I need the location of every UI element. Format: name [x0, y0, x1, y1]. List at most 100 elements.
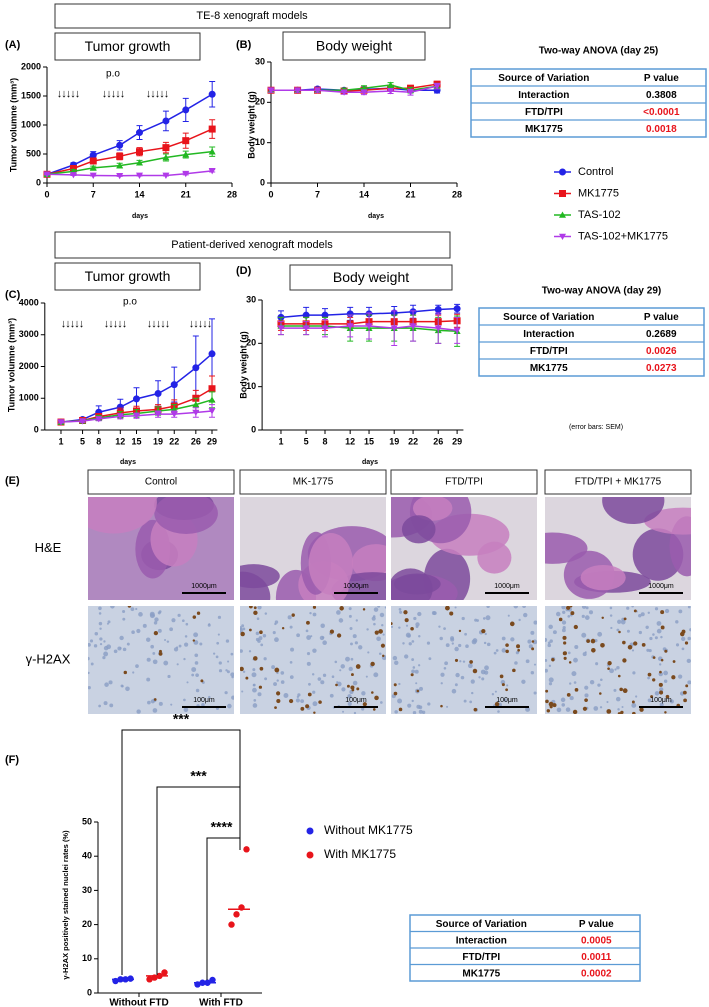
stained-nucleus	[658, 682, 663, 687]
data-point	[136, 159, 143, 166]
tissue	[412, 497, 453, 521]
nucleus	[631, 649, 635, 652]
nucleus	[352, 634, 357, 639]
nucleus	[136, 628, 141, 634]
y-tick-label: 1500	[21, 90, 41, 100]
stained-nucleus	[562, 635, 567, 640]
nucleus	[255, 637, 260, 642]
nucleus	[348, 607, 352, 611]
y-axis-label: Tumor volumne (mm³)	[8, 78, 18, 172]
nucleus	[616, 665, 620, 670]
stained-nucleus	[545, 699, 549, 704]
legend-label: With MK1775	[324, 847, 396, 861]
nucleus	[384, 606, 386, 609]
stained-nucleus	[568, 661, 572, 664]
data-point	[95, 416, 103, 423]
nucleus	[104, 682, 109, 687]
nucleus	[427, 702, 431, 706]
stained-nucleus	[563, 641, 567, 645]
y-tick-label: 0	[34, 424, 39, 434]
stained-nucleus	[458, 629, 462, 633]
stained-nucleus	[276, 691, 281, 696]
nucleus	[88, 642, 91, 647]
nucleus	[638, 630, 642, 635]
stained-nucleus	[336, 633, 342, 638]
nucleus	[252, 668, 256, 672]
nucleus	[191, 667, 197, 672]
x-axis-label: days	[120, 459, 136, 466]
nucleus	[659, 702, 664, 707]
data-point	[387, 81, 395, 88]
nucleus	[584, 693, 589, 698]
nucleus	[562, 610, 566, 614]
nucleus	[569, 696, 574, 701]
y-tick-label: 50	[82, 816, 92, 826]
nucleus	[560, 697, 566, 703]
x-tick-label: Without FTD	[109, 998, 168, 1007]
nucleus	[158, 701, 163, 706]
nucleus	[455, 672, 460, 678]
nucleus	[289, 625, 293, 629]
nucleus	[411, 699, 414, 703]
nucleus	[610, 626, 613, 630]
column-header-box	[87, 469, 235, 495]
nucleus	[271, 665, 276, 669]
nucleus	[418, 635, 421, 638]
stained-nucleus	[570, 611, 575, 616]
stained-nucleus	[440, 704, 443, 708]
annotation: p.o	[106, 69, 120, 80]
stained-nucleus	[516, 644, 521, 649]
nucleus	[354, 641, 358, 645]
y-tick-label: 10	[255, 137, 265, 147]
nucleus	[371, 616, 376, 621]
stained-nucleus	[633, 609, 637, 613]
nucleus	[615, 696, 621, 702]
nucleus	[227, 703, 232, 709]
panel-label: (B)	[236, 39, 252, 51]
data-point	[453, 327, 461, 334]
column-header: Control	[145, 477, 177, 488]
nucleus	[110, 606, 115, 609]
nucleus	[146, 677, 151, 682]
y-tick-label: 10	[246, 381, 256, 391]
stained-nucleus	[253, 656, 258, 661]
stained-nucleus	[641, 643, 646, 647]
nucleus	[347, 701, 352, 706]
stained-nucleus	[531, 640, 535, 643]
data-point	[360, 89, 368, 96]
data-point	[192, 401, 200, 408]
stained-nucleus	[249, 628, 252, 632]
stained-nucleus	[586, 639, 590, 643]
y-tick-label: 20	[255, 97, 265, 107]
stained-nucleus	[410, 673, 414, 677]
x-tick-label: 22	[169, 436, 179, 446]
nucleus	[545, 668, 548, 673]
nucleus	[320, 680, 325, 685]
nucleus	[199, 642, 203, 646]
data-point	[43, 171, 51, 178]
tissue	[351, 544, 386, 582]
nucleus	[340, 664, 345, 669]
stained-nucleus	[599, 692, 602, 695]
nucleus	[411, 669, 415, 674]
nucleus	[561, 628, 566, 633]
nucleus	[339, 669, 342, 672]
nucleus	[322, 673, 327, 677]
nucleus	[394, 710, 398, 714]
nucleus	[146, 637, 151, 642]
nucleus	[225, 669, 228, 672]
data-point	[132, 395, 140, 403]
dosing-arrows: ↓↓↓↓↓	[104, 318, 127, 330]
x-tick-label: 21	[405, 189, 415, 199]
table-header: Source of Variation	[503, 312, 594, 323]
nucleus	[631, 703, 637, 708]
nucleus	[241, 624, 245, 628]
y-tick-label: 30	[255, 56, 265, 66]
stained-nucleus	[398, 707, 403, 712]
micrograph	[545, 497, 691, 600]
nucleus	[640, 612, 645, 617]
nucleus	[280, 671, 285, 675]
nucleus	[528, 644, 533, 649]
data-point	[277, 325, 285, 332]
nucleus	[312, 648, 317, 653]
